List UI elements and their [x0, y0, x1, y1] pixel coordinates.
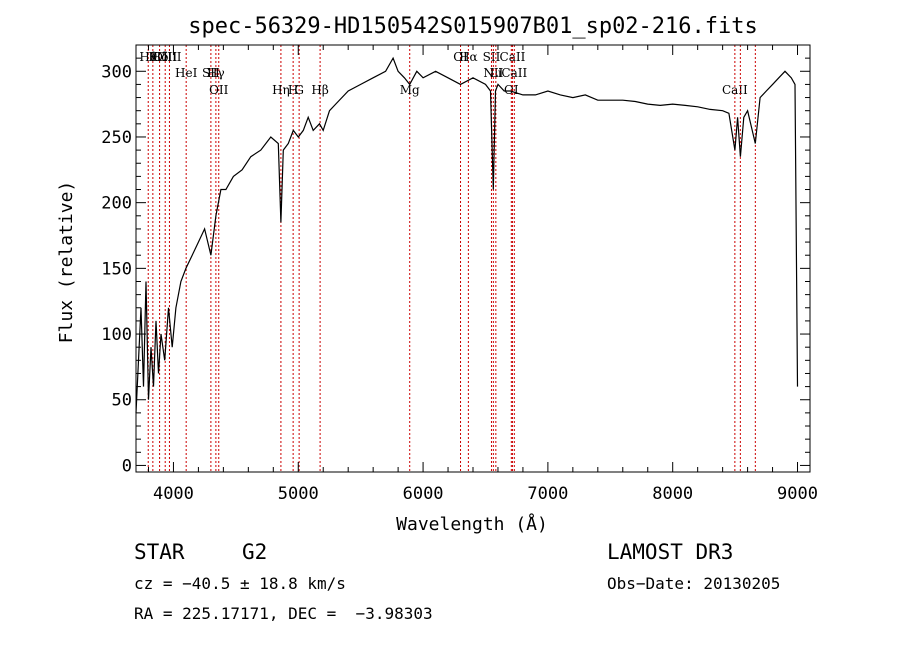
y-tick-label: 300 — [101, 62, 132, 82]
spectrum-layer — [135, 56, 799, 413]
line-marker-label: Hα — [459, 50, 478, 64]
y-tick-label: 250 — [101, 128, 132, 148]
chart-title: spec-56329-HD150542S015907B01_sp02-216.f… — [188, 14, 758, 39]
line-marker-label: OIII — [153, 50, 177, 64]
line-marker-label: OII — [209, 83, 229, 97]
line-marker-label: HeI — [175, 66, 198, 80]
line-marker-label: OI — [504, 83, 519, 97]
x-tick-label: 5000 — [278, 484, 319, 504]
line-marker-label: Mg — [400, 83, 420, 97]
line-marker-label: G — [294, 83, 304, 97]
x-axis: 4000 5000 6000 7000 8000 9000 — [147, 45, 818, 504]
x-tick-label: 9000 — [777, 484, 818, 504]
y-axis-label: Flux (relative) — [56, 181, 77, 344]
line-marker-label: H — [288, 83, 298, 97]
line-marker-label: OI — [453, 50, 468, 64]
line-marker-label: Hγ — [207, 66, 225, 80]
line-marker-label: NII — [483, 66, 503, 80]
x-axis-label: Wavelength (Å) — [396, 513, 548, 535]
line-marker-label: OIII — [157, 50, 181, 64]
line-marker-label: Hδ — [151, 50, 169, 64]
object-class: STAR — [134, 540, 185, 564]
y-tick-label: 100 — [101, 325, 132, 345]
line-marker-label: Hη — [272, 83, 290, 97]
x-tick-label: 6000 — [403, 484, 444, 504]
line-marker-label: CaII — [722, 83, 748, 97]
y-tick-label: 200 — [101, 194, 132, 214]
x-tick-label: 7000 — [527, 484, 568, 504]
line-marker-label: K — [148, 50, 158, 64]
line-marker-label: SII — [483, 50, 501, 64]
obs-date-text: Obs−Date: 20130205 — [607, 574, 781, 593]
y-axis: 0 50 100 150 200 250 300 — [101, 57, 810, 476]
line-marker-label: Li — [490, 66, 502, 80]
line-marker-label: CaII — [501, 66, 527, 80]
y-tick-label: 0 — [122, 456, 132, 476]
redshift-text: cz = −40.5 ± 18.8 km/s — [134, 574, 346, 593]
y-tick-label: 150 — [101, 259, 132, 279]
object-subclass: G2 — [242, 540, 268, 564]
y-tick-label: 50 — [112, 391, 132, 411]
line-marker-label: CaII — [500, 50, 526, 64]
spectrum-line — [135, 56, 799, 413]
x-tick-label: 4000 — [153, 484, 194, 504]
line-marker-label: Hβ — [311, 83, 328, 97]
survey-name: LAMOST DR3 — [607, 540, 734, 564]
coordinates-text: RA = 225.17171, DEC = −3.98303 — [134, 604, 433, 623]
x-tick-label: 8000 — [652, 484, 693, 504]
